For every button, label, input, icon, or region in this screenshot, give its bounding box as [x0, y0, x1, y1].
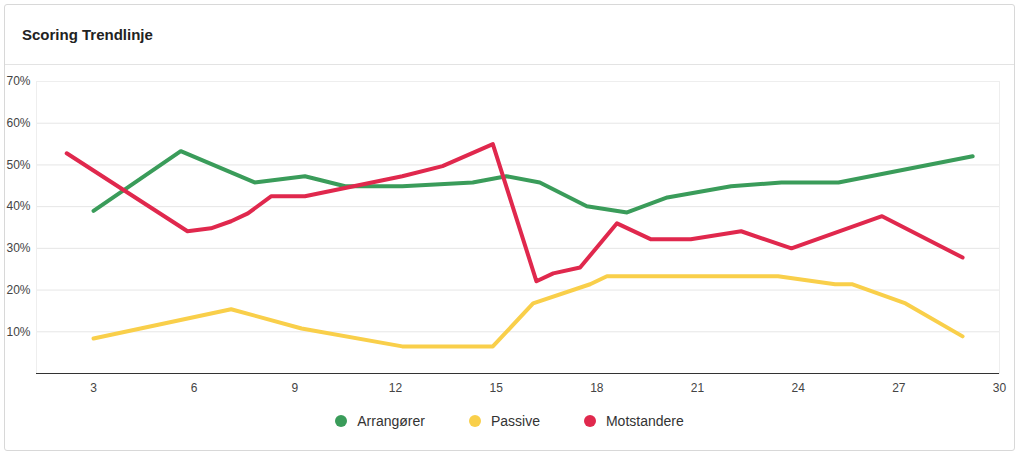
html-text:Scoring Trendlinje: Scoring Trendlinje: [22, 26, 153, 43]
svg-text:60%: 60%: [6, 116, 30, 130]
svg-text:21: 21: [691, 381, 705, 395]
svg-text:12: 12: [389, 381, 403, 395]
svg-text:20%: 20%: [6, 283, 30, 297]
svg-text:10%: 10%: [6, 325, 30, 339]
svg-text:15: 15: [490, 381, 504, 395]
svg-text:18: 18: [590, 381, 604, 395]
html-text:Arrangører: Arrangører: [357, 413, 425, 429]
svg-text:50%: 50%: [6, 158, 30, 172]
svg-text:30%: 30%: [6, 241, 30, 255]
svg-text:27: 27: [892, 381, 906, 395]
svg-text:40%: 40%: [6, 199, 30, 213]
svg-text:70%: 70%: [6, 74, 30, 88]
svg-text:30: 30: [993, 381, 1007, 395]
svg-text:6: 6: [191, 381, 198, 395]
html-text:Motstandere: Motstandere: [605, 413, 684, 429]
html-text:Passive: Passive: [490, 413, 540, 429]
svg-text:9: 9: [292, 381, 299, 395]
svg-text:3: 3: [90, 381, 97, 395]
svg-text:24: 24: [791, 381, 805, 395]
